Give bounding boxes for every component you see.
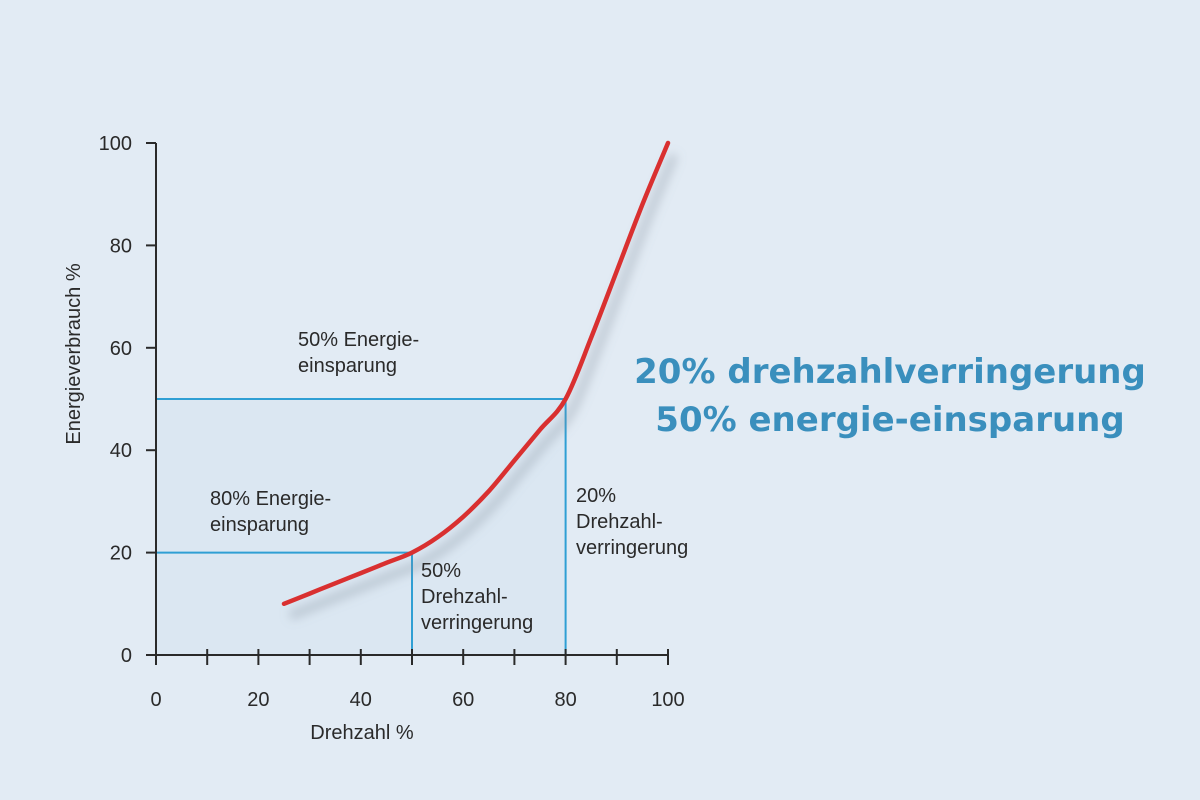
annotation-80-energie-line-1: 80% Energie- [210,488,331,510]
y-tick-label-100: 100 [99,133,132,155]
x-tick-label-100: 100 [651,689,684,711]
x-tick-label-80: 80 [554,689,576,711]
y-tick-label-60: 60 [110,338,132,360]
series-0-shadow [288,153,679,620]
y-axis-title: Energieverbrauch % [63,263,85,444]
annotation-50-drehzahl-line-1: 50% [421,560,461,582]
annotation-50-drehzahl: 50% Drehzahl-verringerung [421,560,533,634]
headline-line2: 50% energie-einsparung [655,400,1125,440]
x-tick-label-60: 60 [452,689,474,711]
series-0-curve [281,140,671,607]
annotation-50-energie-line-1: 50% Energie- [298,329,419,351]
annotation-20-drehzahl-line-1: 20% [576,485,616,507]
x-axis-title: Drehzahl % [310,722,414,744]
y-tick-label-20: 20 [110,543,132,565]
annotation-20-drehzahl: 20% Drehzahl-verringerung [576,485,688,559]
annotation-50-energie: 50% Energie-einsparung [298,329,419,377]
annotation-50-drehzahl-line-3: verringerung [421,612,533,634]
y-tick-label-80: 80 [110,235,132,257]
y-tick-label-0: 0 [121,645,132,667]
headline: 20% drehzahlverringerung 50% energie-ein… [600,348,1180,444]
annotation-20-drehzahl-line-3: verringerung [576,537,688,559]
x-tick-label-20: 20 [247,689,269,711]
annotation-80-energie-line-2: einsparung [210,514,309,536]
x-tick-label-40: 40 [350,689,372,711]
annotation-20-drehzahl-line-2: Drehzahl- [576,511,663,533]
annotation-50-energie-line-2: einsparung [298,355,397,377]
y-tick-label-40: 40 [110,440,132,462]
annotation-50-drehzahl-line-2: Drehzahl- [421,586,508,608]
x-tick-label-0: 0 [150,689,161,711]
annotation-80-energie: 80% Energie-einsparung [210,488,331,536]
reference-shade [156,399,566,655]
headline-line1: 20% drehzahlverringerung [634,352,1146,392]
